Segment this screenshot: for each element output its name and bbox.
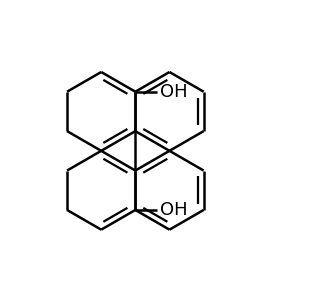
Text: OH: OH — [160, 201, 187, 219]
Text: OH: OH — [160, 83, 187, 101]
